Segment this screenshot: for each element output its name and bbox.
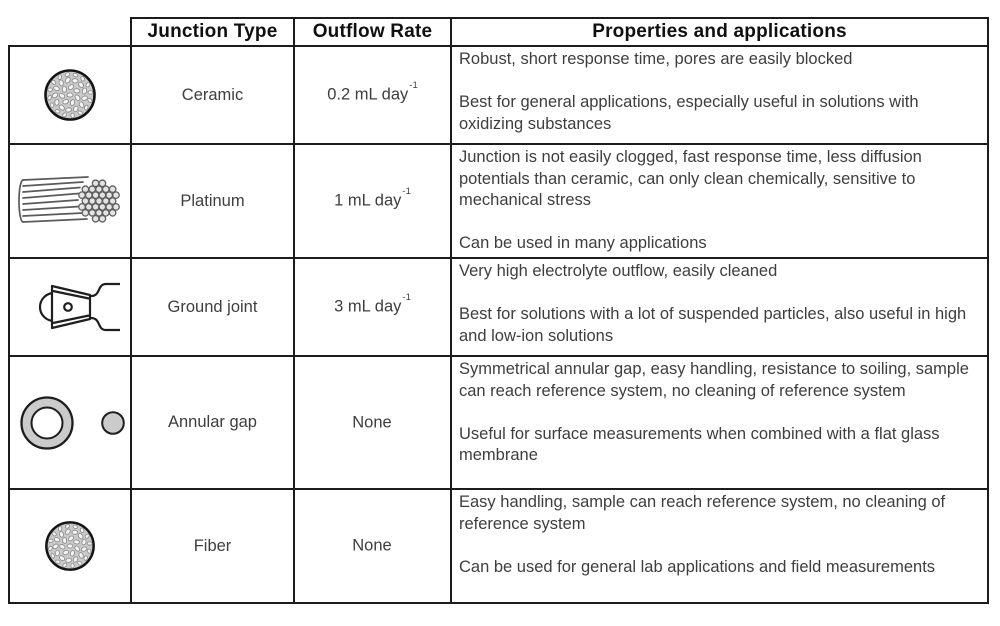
outflow-rate-cell: None bbox=[293, 355, 452, 490]
ceramic-junction-icon bbox=[44, 69, 96, 121]
properties-paragraph-1: Easy handling, sample can reach referenc… bbox=[459, 493, 946, 533]
header-outflow-rate: Outflow Rate bbox=[293, 17, 452, 47]
table-row-platinum: Platinum 1 mL day-1 Junction is not easi… bbox=[8, 143, 989, 259]
icon-cell-platinum bbox=[8, 143, 132, 259]
icon-cell-ceramic bbox=[8, 45, 132, 145]
properties-paragraph-2: Can be used for general lab applications… bbox=[459, 557, 936, 576]
outflow-exponent: -1 bbox=[402, 185, 411, 197]
icon-cell-ground-joint bbox=[8, 257, 132, 357]
properties-paragraph-1: Symmetrical annular gap, easy handling, … bbox=[459, 360, 969, 400]
junction-type-cell: Ceramic bbox=[130, 45, 295, 145]
outflow-rate-cell: 0.2 mL day-1 bbox=[293, 45, 452, 145]
table-row-fiber: Fiber None Easy handling, sample can rea… bbox=[8, 488, 989, 604]
outflow-exponent: -1 bbox=[402, 291, 411, 303]
annular-gap-junction-icon bbox=[20, 395, 125, 450]
properties-cell: Very high electrolyte outflow, easily cl… bbox=[450, 257, 989, 357]
properties-cell: Easy handling, sample can reach referenc… bbox=[450, 488, 989, 604]
junction-type-cell: Ground joint bbox=[130, 257, 295, 357]
header-junction-type: Junction Type bbox=[130, 17, 295, 47]
platinum-junction-icon bbox=[18, 176, 120, 223]
properties-cell: Symmetrical annular gap, easy handling, … bbox=[450, 355, 989, 490]
outflow-rate-cell: 3 mL day-1 bbox=[293, 257, 452, 357]
outflow-exponent: -1 bbox=[409, 79, 418, 91]
ground-joint-junction-icon bbox=[38, 282, 120, 332]
outflow-value: 0.2 mL day bbox=[327, 85, 409, 104]
junction-comparison-table: Junction Type Outflow Rate Properties an… bbox=[8, 17, 989, 604]
icon-cell-annular-gap bbox=[8, 355, 132, 490]
junction-type-cell: Fiber bbox=[130, 488, 295, 604]
properties-paragraph-2: Useful for surface measurements when com… bbox=[459, 424, 940, 465]
properties-cell: Robust, short response time, pores are e… bbox=[450, 45, 989, 145]
properties-paragraph-2: Best for general applications, especiall… bbox=[459, 93, 919, 133]
outflow-value: None bbox=[352, 536, 392, 555]
properties-paragraph-2: Best for solutions with a lot of suspend… bbox=[459, 305, 967, 345]
properties-paragraph-1: Very high electrolyte outflow, easily cl… bbox=[459, 262, 778, 280]
properties-paragraph-2: Can be used in many applications bbox=[459, 234, 707, 252]
icon-cell-fiber bbox=[8, 488, 132, 604]
outflow-rate-cell: None bbox=[293, 488, 452, 604]
header-row: Junction Type Outflow Rate Properties an… bbox=[9, 17, 989, 47]
properties-paragraph-1: Robust, short response time, pores are e… bbox=[459, 50, 853, 68]
junction-type-cell: Annular gap bbox=[130, 355, 295, 490]
table-row-ceramic: Ceramic 0.2 mL day-1 Robust, short respo… bbox=[8, 45, 989, 145]
fiber-junction-icon bbox=[45, 521, 95, 571]
junction-type-cell: Platinum bbox=[130, 143, 295, 259]
outflow-value: 3 mL day bbox=[334, 297, 402, 316]
outflow-value: None bbox=[352, 413, 392, 432]
outflow-rate-cell: 1 mL day-1 bbox=[293, 143, 452, 259]
table-row-ground-joint: Ground joint 3 mL day-1 Very high electr… bbox=[8, 257, 989, 357]
table-row-annular-gap: Annular gap None Symmetrical annular gap… bbox=[8, 355, 989, 490]
outflow-value: 1 mL day bbox=[334, 191, 402, 210]
properties-cell: Junction is not easily clogged, fast res… bbox=[450, 143, 989, 259]
properties-paragraph-1: Junction is not easily clogged, fast res… bbox=[459, 148, 922, 209]
corner-spacer bbox=[9, 18, 131, 46]
header-properties: Properties and applications bbox=[450, 17, 989, 47]
